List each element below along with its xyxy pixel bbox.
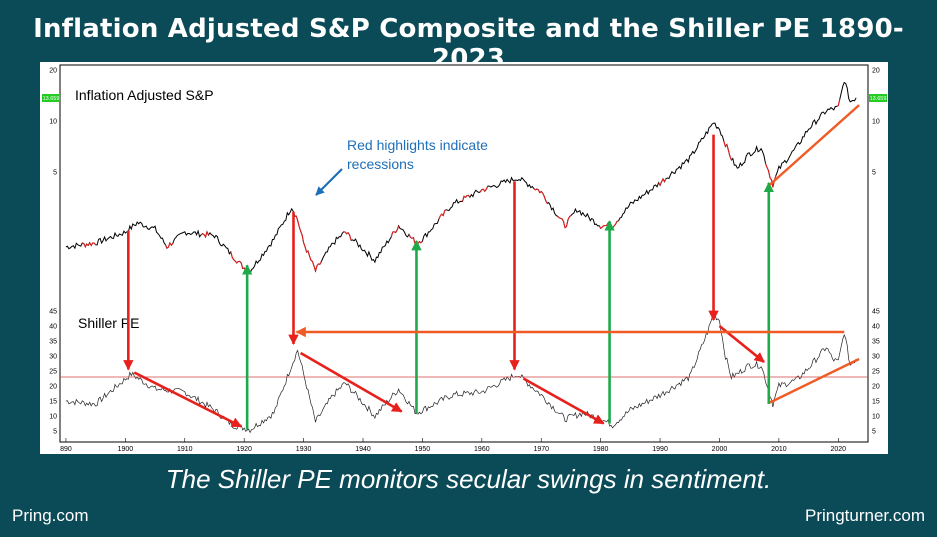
chart-panel: 5 5 10 10 20 20 5 5 10 10 15 15 20 20 25 25 30 30 35 35 40 40… [40,62,888,454]
xtick-label: 1980 [593,446,609,453]
chart-title: Inflation Adjusted S&P Composite and the… [33,14,904,74]
bottom-ytick-right: 10 [872,414,880,421]
top-ytick-right: 20 [872,68,880,75]
xtick-label: 1960 [474,446,490,453]
pe-series-label: Shiller PE [78,315,139,331]
bottom-ytick-right: 15 [872,399,880,406]
bottom-ytick-left: 15 [49,399,57,406]
bottom-ytick-left: 25 [49,369,57,376]
annotation-pointer-arrow [315,168,343,196]
footer-right-site[interactable]: Pringturner.com [805,506,925,525]
sp-rising-trendline [769,104,860,186]
bottom-ytick-left: 45 [49,309,57,316]
bottom-ytick-right: 35 [872,339,880,346]
top-ytick-right: 5 [872,169,876,176]
top-ytick-right: 10 [872,118,880,125]
top-ytick-left: 20 [49,68,57,75]
xtick-label: 2020 [831,446,847,453]
xtick-label: 1900 [118,446,134,453]
xtick-label: 1990 [652,446,668,453]
value-tag-left: 13.659 [42,94,60,103]
xtick-label: 890 [60,446,72,453]
red-diag-arrow-1929 [299,351,403,413]
svg-text:13.659: 13.659 [870,96,887,102]
top-ytick-left: 5 [53,169,57,176]
xtick-label: 1950 [415,446,431,453]
xtick-label: 1970 [533,446,549,453]
footer-left-site[interactable]: Pring.com [12,506,89,525]
bottom-ytick-left: 20 [49,384,57,391]
top-ytick-left: 10 [49,118,57,125]
recession-note-line: Red highlights indicate [347,137,488,153]
plot-frame [59,64,869,443]
bottom-ytick-left: 35 [49,339,57,346]
bottom-ytick-right: 5 [872,429,876,436]
svg-text:13.659: 13.659 [43,96,60,102]
recession-highlight [82,98,841,274]
sp-series-label: Inflation Adjusted S&P [75,87,214,103]
pe-rising-trendline [769,357,860,404]
bottom-ytick-right: 25 [872,369,880,376]
bottom-ytick-left: 5 [53,429,57,436]
bottom-ytick-left: 30 [49,354,57,361]
xtick-label: 1910 [177,446,193,453]
sp-series-line [65,81,857,275]
shiller-pe-line [65,314,857,434]
xtick-label: 2000 [712,446,728,453]
recession-note-line: recessions [347,156,414,172]
bottom-ytick-right: 30 [872,354,880,361]
value-tag-right: 13.659 [869,94,887,103]
bottom-ytick-left: 40 [49,324,57,331]
bottom-ytick-right: 20 [872,384,880,391]
bottom-ytick-right: 40 [872,324,880,331]
xtick-label: 2010 [771,446,787,453]
red-diag-arrow-1966 [522,377,605,425]
bottom-ytick-left: 10 [49,414,57,421]
red-diag-arrow-1901 [133,371,243,428]
xtick-label: 1920 [236,446,252,453]
xtick-label: 1930 [296,446,312,453]
xtick-label: 1940 [355,446,371,453]
chart-caption: The Shiller PE monitors secular swings i… [165,464,772,494]
bottom-ytick-right: 45 [872,309,880,316]
